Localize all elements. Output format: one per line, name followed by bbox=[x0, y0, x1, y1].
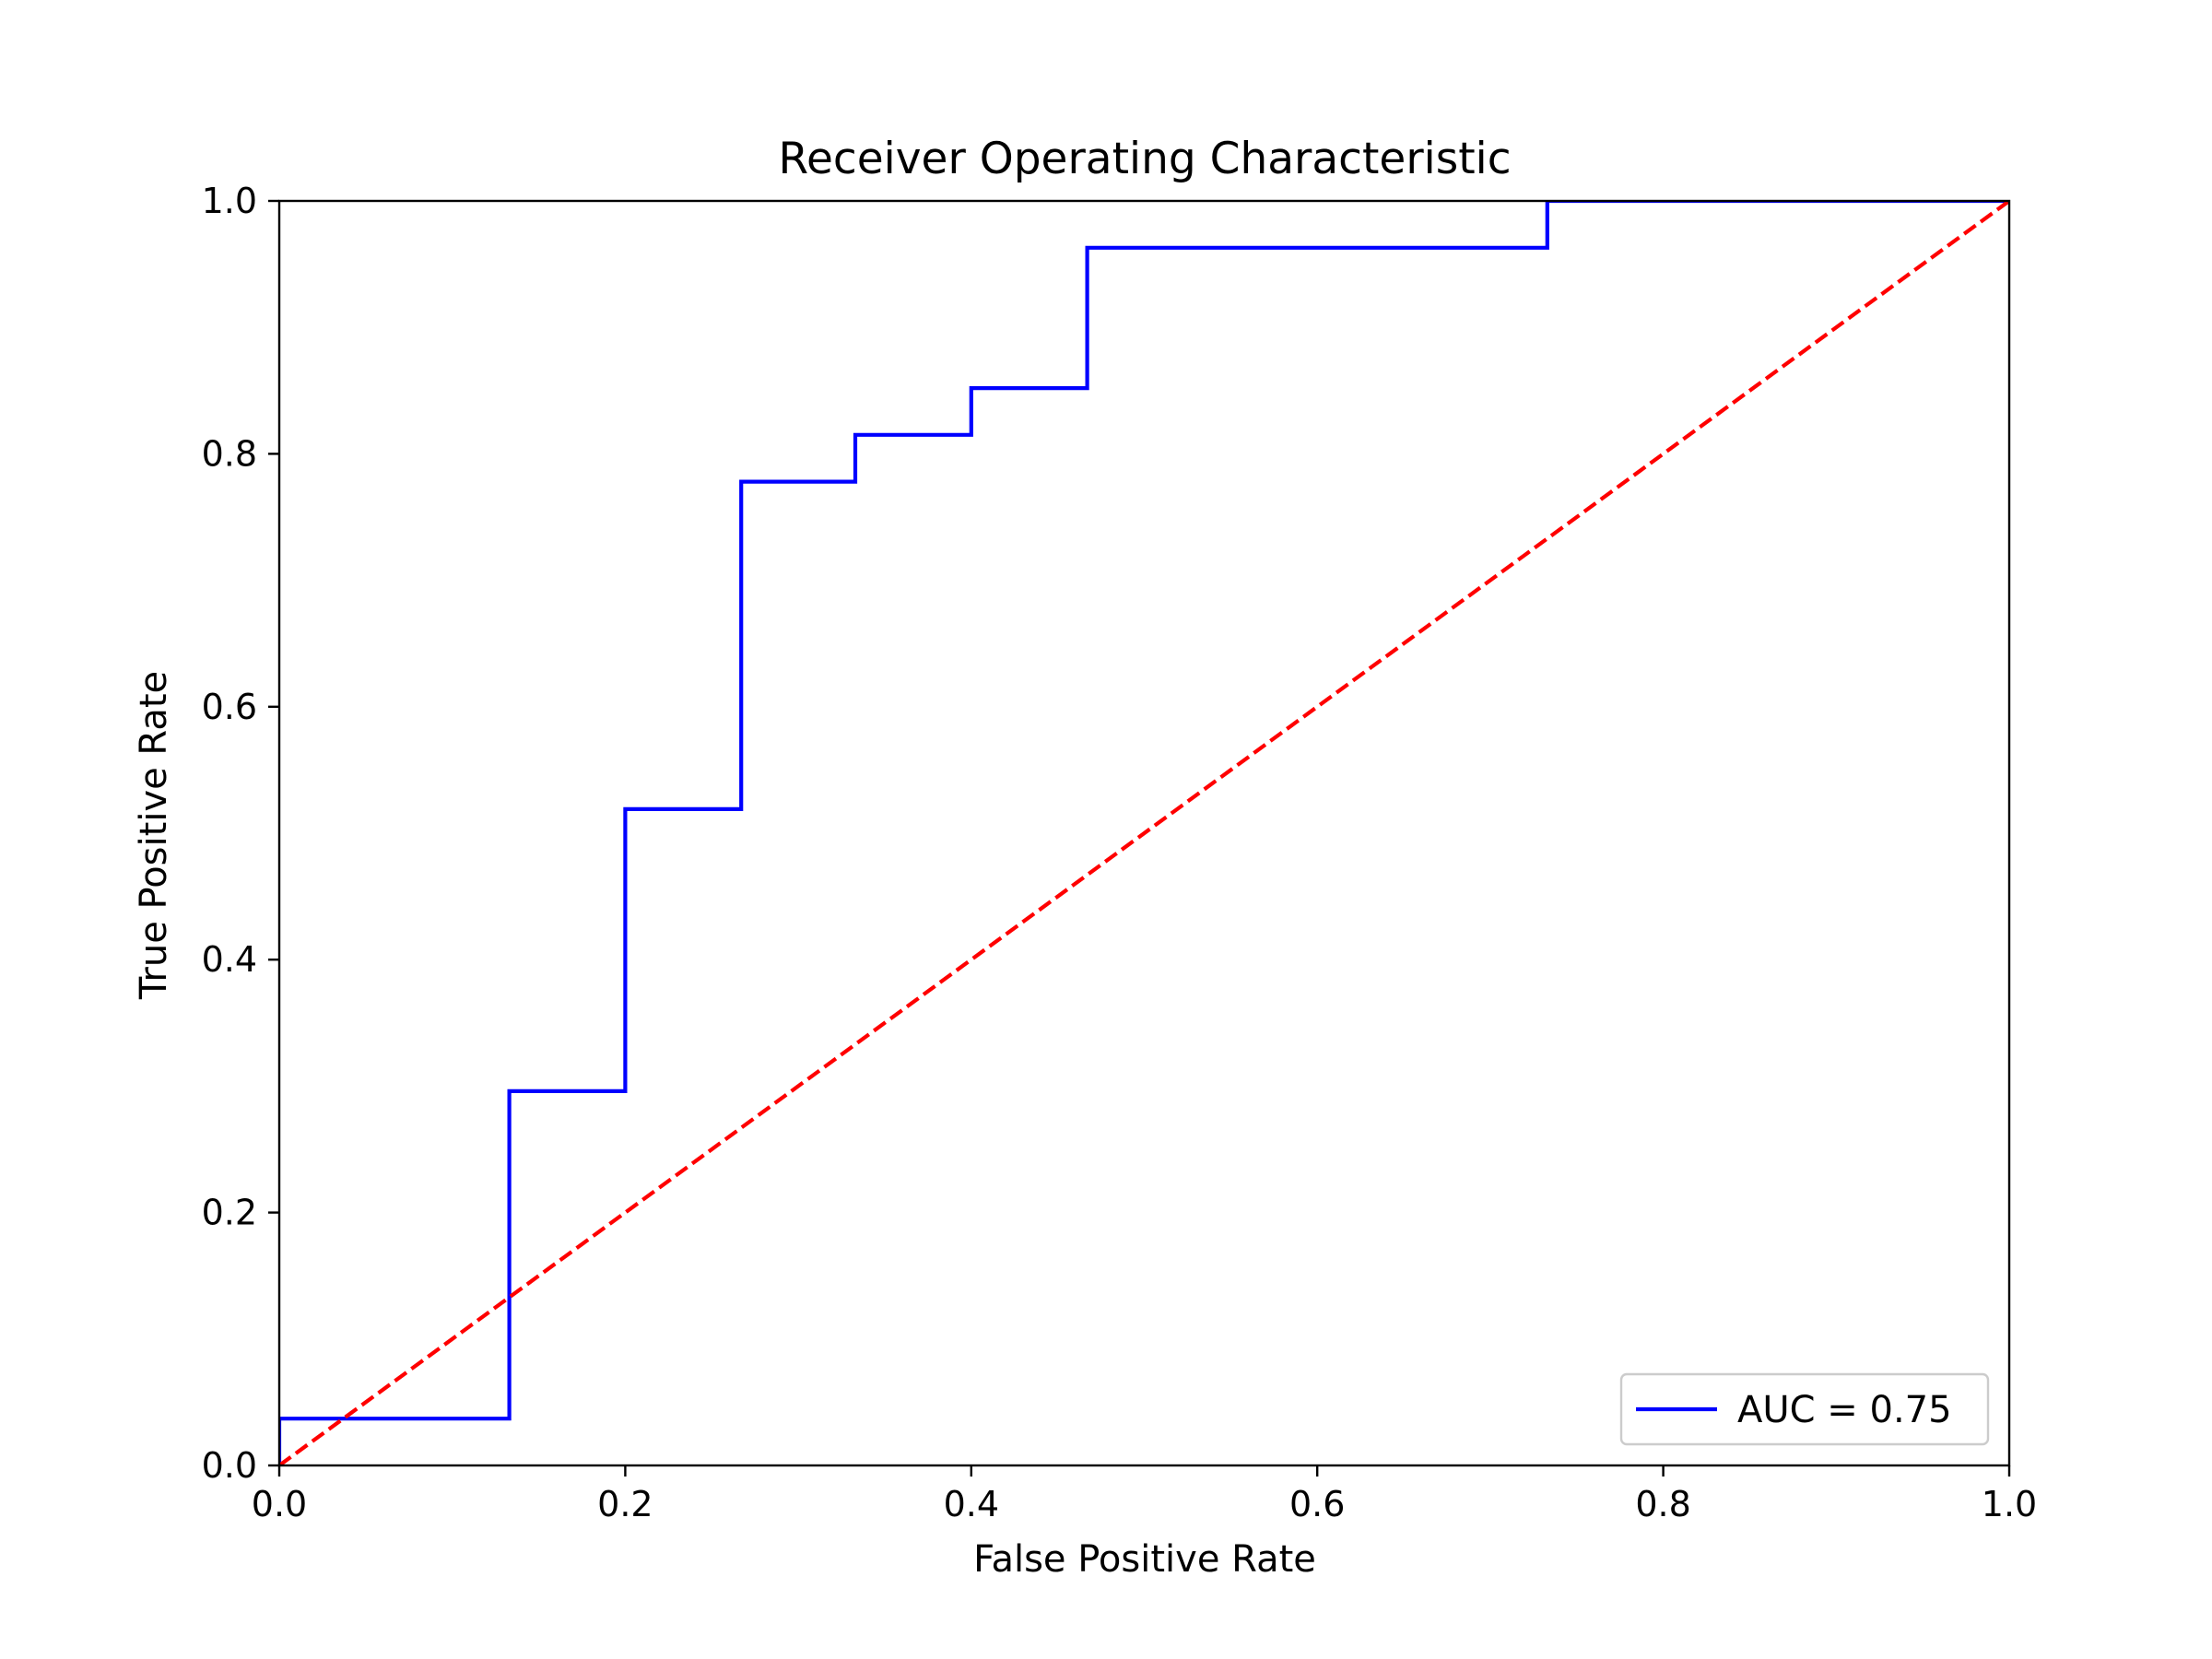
y-axis-label: True Positive Rate bbox=[133, 671, 175, 1000]
x-tick-label: 1.0 bbox=[1982, 1484, 2037, 1524]
y-tick-label: 0.6 bbox=[202, 687, 257, 727]
y-tick-label: 0.2 bbox=[202, 1193, 257, 1233]
y-tick-label: 0.4 bbox=[202, 939, 257, 980]
axes-frame bbox=[277, 199, 2011, 1467]
plot-area bbox=[277, 199, 2011, 1467]
x-tick-label: 0.6 bbox=[1289, 1484, 1345, 1524]
y-tick-label: 0.0 bbox=[202, 1445, 257, 1486]
x-tick-label: 0.0 bbox=[252, 1484, 307, 1524]
roc-curve-line bbox=[279, 201, 2009, 1465]
y-tick-label: 1.0 bbox=[202, 181, 257, 221]
x-tick-label: 0.2 bbox=[597, 1484, 653, 1524]
y-axis: 0.0 0.2 0.4 0.6 0.8 1.0 bbox=[202, 181, 279, 1486]
chance-diagonal-line bbox=[279, 201, 2009, 1465]
legend-label: AUC = 0.75 bbox=[1737, 1389, 1952, 1431]
legend: AUC = 0.75 bbox=[1619, 1372, 1990, 1446]
x-tick-label: 0.4 bbox=[944, 1484, 999, 1524]
y-tick-label: 0.8 bbox=[202, 433, 257, 474]
legend-box bbox=[1619, 1372, 1990, 1446]
x-tick-label: 0.8 bbox=[1635, 1484, 1690, 1524]
x-axis: 0.0 0.2 0.4 0.6 0.8 1.0 bbox=[252, 1465, 2037, 1524]
chart-title: Receiver Operating Characteristic bbox=[778, 134, 1511, 184]
x-axis-label: False Positive Rate bbox=[973, 1538, 1316, 1581]
